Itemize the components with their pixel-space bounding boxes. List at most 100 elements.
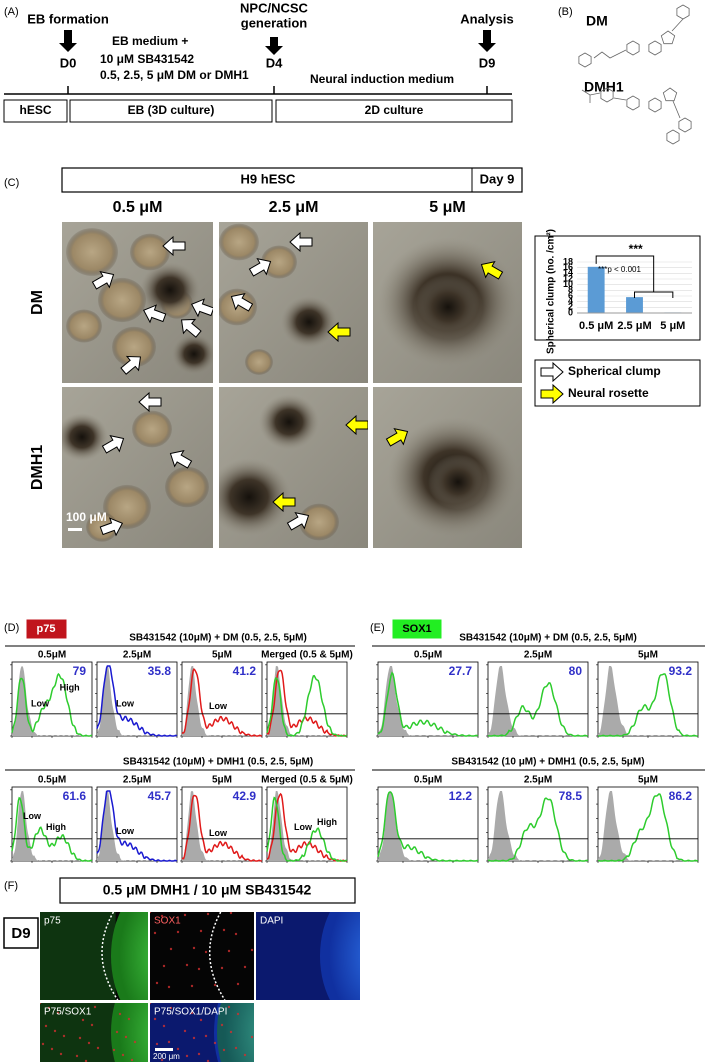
stain — [81, 1018, 85, 1022]
stain — [62, 1034, 66, 1038]
rosette — [413, 274, 483, 340]
stain — [220, 1023, 224, 1027]
stain — [87, 1041, 91, 1045]
stain — [155, 1042, 159, 1046]
bar — [587, 266, 605, 313]
gate-label: High — [46, 822, 66, 832]
stain — [160, 1058, 164, 1062]
arrow-marker — [286, 511, 310, 531]
column-label: 0.5μM — [414, 650, 442, 661]
column-label: 5μM — [638, 650, 658, 661]
column-label: 0.5μM — [38, 650, 66, 661]
row-label: DMH1 — [29, 445, 46, 490]
stain — [197, 967, 201, 971]
stain — [192, 946, 196, 950]
stain — [44, 1024, 48, 1028]
stage-label: hESC — [19, 103, 51, 117]
timeline-arrow — [478, 30, 496, 52]
medium-text: 10 μM SB431542 — [100, 52, 194, 66]
percent-positive: 12.2 — [449, 789, 473, 803]
panel-label: (D) — [4, 622, 19, 634]
stain — [213, 1041, 217, 1045]
column-label: 2.5 μM — [269, 199, 319, 216]
arrow-marker — [230, 292, 254, 312]
structure — [626, 40, 640, 56]
structure — [671, 18, 684, 32]
arrow-marker — [345, 414, 368, 436]
stage-box — [275, 99, 513, 123]
gate-label: Low — [294, 822, 313, 832]
isotype-histogram — [97, 791, 177, 861]
group-title: SB431542 (10μM) + DMH1 (0.5, 2.5, 5μM) — [123, 757, 313, 768]
histogram — [266, 796, 348, 862]
rosette — [281, 296, 337, 348]
stain — [192, 1036, 196, 1040]
structure — [648, 40, 662, 56]
stain — [47, 1006, 51, 1010]
stain — [243, 965, 247, 969]
channel-label: DAPI — [260, 916, 283, 927]
micrograph — [150, 912, 254, 1000]
y-axis-label: Spherical clump (no. /cm²) — [546, 229, 557, 354]
rosette — [259, 394, 319, 450]
structure — [613, 97, 627, 101]
panel-label: (F) — [4, 880, 18, 892]
arrow-marker — [99, 517, 124, 537]
arrow-marker — [480, 260, 504, 280]
stain — [127, 1017, 131, 1021]
row-label: DM — [29, 290, 46, 315]
scale-bar — [155, 1048, 173, 1051]
stain — [250, 948, 254, 952]
gate-label: High — [60, 682, 80, 692]
stain — [229, 1030, 233, 1034]
annotation: *** — [629, 242, 643, 256]
y-tick-label: 14 — [563, 268, 573, 278]
isotype-histogram — [488, 791, 588, 861]
stain — [176, 930, 180, 934]
isotype-histogram — [182, 791, 262, 861]
clump — [219, 288, 257, 326]
step-day: D4 — [266, 55, 283, 70]
stain — [204, 950, 208, 954]
histogram — [96, 790, 178, 862]
panel-label: (B) — [558, 6, 573, 18]
structure — [600, 87, 614, 103]
histogram — [181, 794, 262, 862]
x-tick-label: 2.5 μM — [617, 320, 651, 332]
histogram — [96, 665, 178, 737]
clump — [98, 277, 146, 323]
stain — [190, 984, 194, 988]
legend-label: Neural rosette — [568, 386, 649, 400]
rosette — [428, 454, 488, 510]
stain — [206, 912, 210, 916]
rosette — [172, 333, 213, 375]
isotype-histogram — [378, 666, 478, 736]
gate-label: Low — [209, 701, 228, 711]
column-label: 0.5μM — [414, 775, 442, 786]
stain — [115, 1030, 119, 1034]
stain — [41, 1042, 45, 1046]
panel-label: (C) — [4, 177, 19, 189]
x-tick-label: 0.5 μM — [579, 320, 613, 332]
structure — [648, 97, 662, 113]
percent-positive: 93.2 — [669, 664, 693, 678]
arrow-marker — [91, 270, 115, 290]
stain — [40, 1003, 42, 1005]
column-label: 5 μM — [429, 199, 465, 216]
day-box — [3, 917, 39, 949]
structure — [593, 49, 627, 59]
column-label: 0.5μM — [38, 775, 66, 786]
y-tick-label: 8 — [568, 285, 573, 295]
stain — [40, 1003, 116, 1062]
histogram — [377, 791, 479, 862]
stain — [153, 931, 157, 935]
clump — [165, 466, 209, 508]
column-label: 2.5μM — [123, 775, 151, 786]
stain — [111, 912, 148, 1000]
isotype-histogram — [598, 666, 698, 736]
header-text: 0.5 μM DMH1 / 10 μM SB431542 — [103, 882, 312, 898]
structure — [626, 95, 640, 111]
gate-label: Low — [116, 699, 135, 709]
clump — [66, 309, 102, 343]
